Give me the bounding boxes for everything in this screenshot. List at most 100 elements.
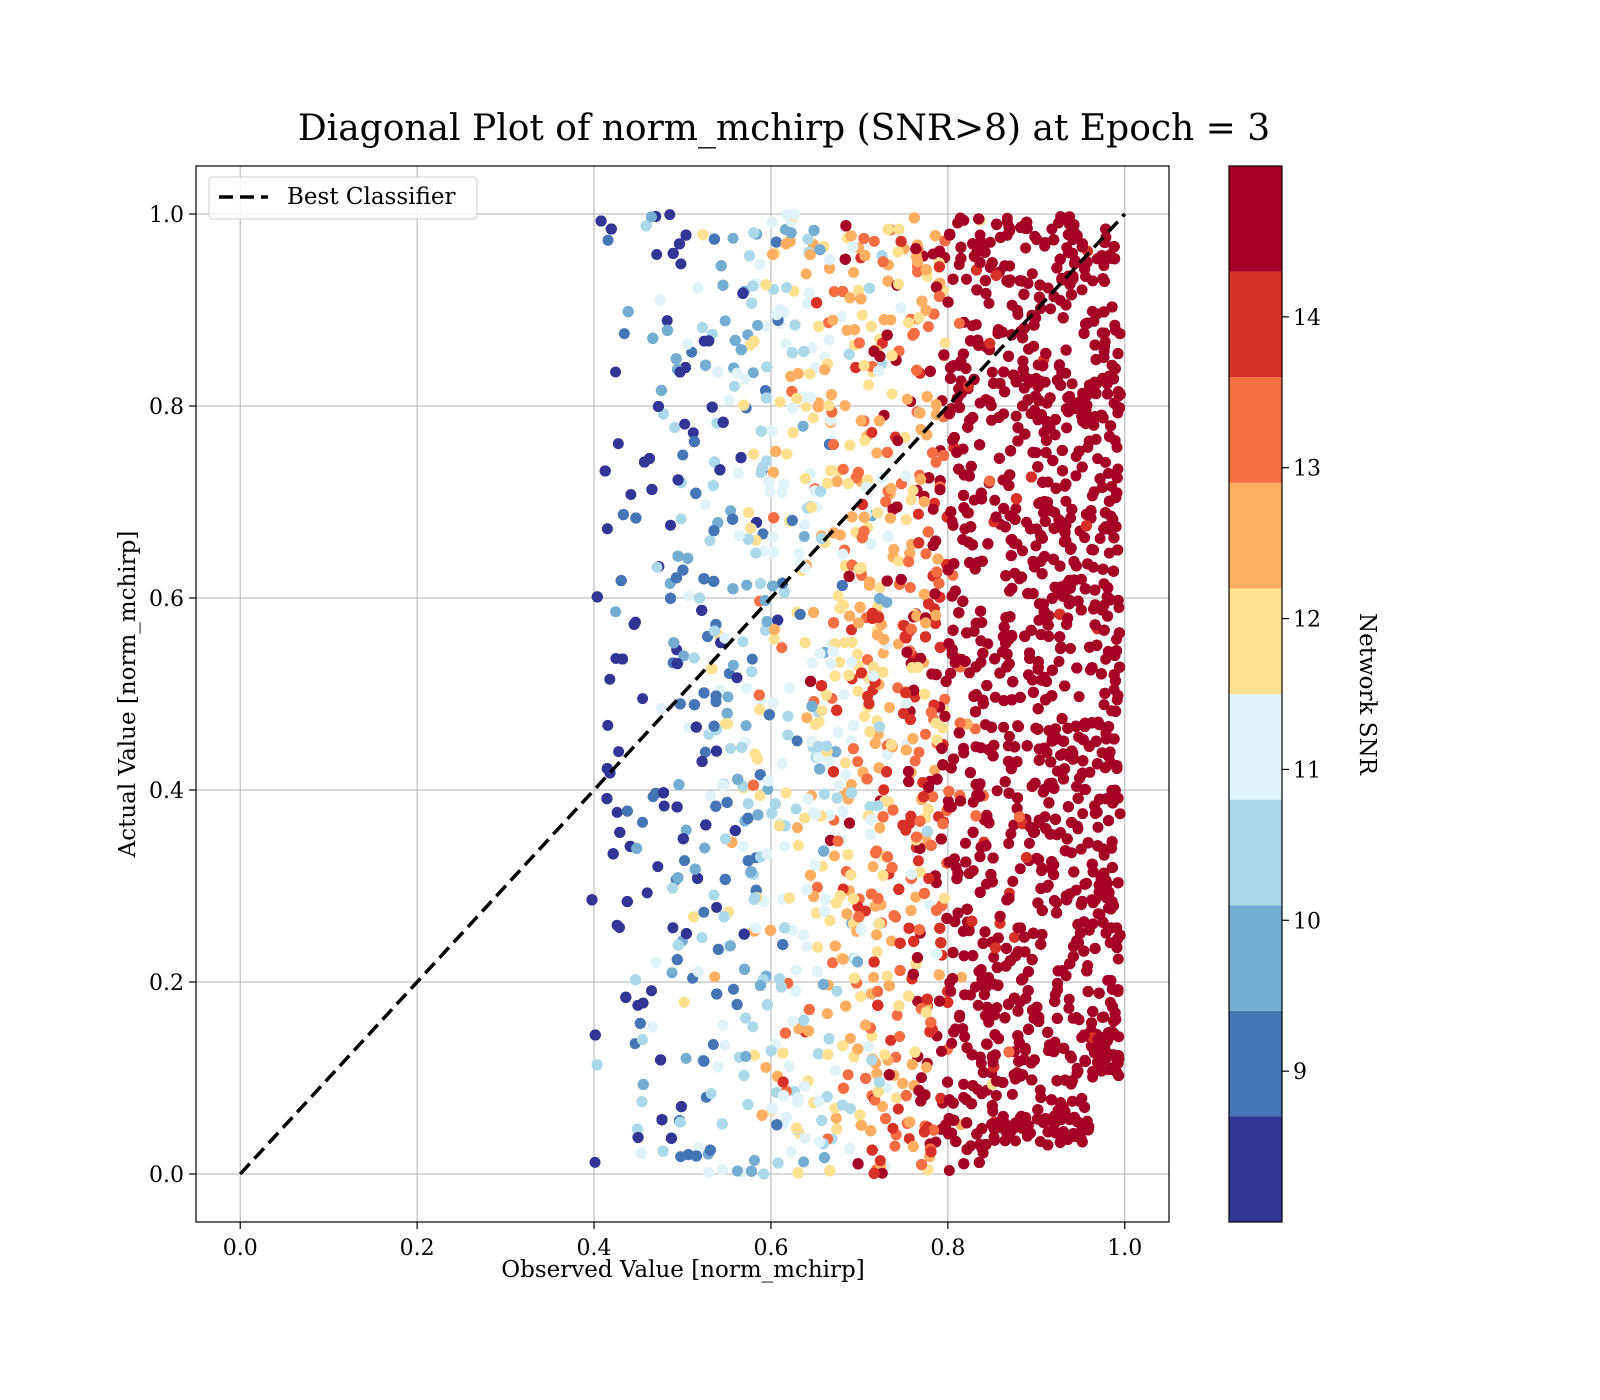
scatter-point (780, 338, 792, 350)
scatter-point (771, 1119, 783, 1131)
scatter-point (764, 486, 776, 498)
scatter-point (746, 1165, 757, 1177)
scatter-point (837, 806, 849, 818)
scatter-point (798, 1156, 810, 1168)
scatter-point (958, 742, 969, 754)
scatter-point (1114, 808, 1126, 820)
scatter-point (661, 315, 673, 327)
scatter-point (611, 806, 623, 818)
scatter-point (831, 476, 843, 487)
scatter-point (912, 855, 924, 867)
scatter-point (1070, 470, 1082, 482)
scatter-point (798, 346, 810, 357)
scatter-point (844, 292, 856, 304)
scatter-point (930, 399, 942, 411)
scatter-point (827, 314, 839, 326)
scatter-point (1077, 808, 1089, 820)
scatter-point (640, 220, 652, 232)
scatter-point (753, 689, 765, 701)
scatter-point (741, 682, 753, 694)
scatter-point (743, 250, 755, 262)
scatter-point (727, 659, 739, 671)
scatter-point (856, 309, 868, 321)
scatter-point (882, 223, 894, 235)
scatter-point (837, 463, 849, 475)
scatter-point (667, 247, 679, 259)
scatter-point (722, 718, 733, 729)
scatter-point (878, 634, 890, 645)
scatter-point (868, 956, 880, 968)
scatter-point (758, 1168, 770, 1180)
scatter-point (646, 484, 658, 495)
scatter-point (674, 366, 686, 378)
scatter-point (732, 773, 744, 785)
scatter-point (831, 1123, 843, 1135)
scatter-point (637, 693, 649, 705)
scatter-point (913, 537, 925, 549)
scatter-point (801, 884, 813, 896)
scatter-point (689, 863, 701, 875)
scatter-point (859, 435, 871, 447)
scatter-point (903, 990, 915, 1002)
scatter-point (874, 1155, 886, 1167)
scatter-point (709, 971, 721, 983)
scatter-point (885, 1034, 897, 1046)
scatter-point (832, 590, 844, 602)
scatter-point (845, 230, 857, 242)
scatter-point (1112, 953, 1124, 965)
scatter-point (854, 1109, 866, 1121)
scatter-point (881, 329, 893, 341)
scatter-point (892, 1103, 904, 1115)
scatter-point (652, 401, 664, 412)
scatter-point (749, 892, 761, 904)
scatter-point (792, 1167, 804, 1179)
scatter-point (884, 512, 896, 524)
scatter-point (1053, 656, 1065, 667)
scatter-point (731, 367, 743, 379)
scatter-point (672, 939, 684, 951)
scatter-point (882, 851, 893, 863)
scatter-point (770, 445, 782, 457)
scatter-point (716, 1118, 728, 1130)
scatter-point (984, 236, 996, 248)
scatter-point (766, 425, 778, 437)
scatter-point (932, 553, 944, 565)
scatter-point (852, 648, 863, 660)
scatter-point (772, 614, 784, 626)
scatter-point (617, 653, 628, 665)
scatter-point (848, 972, 860, 984)
scatter-point (893, 278, 904, 290)
scatter-point (773, 820, 785, 832)
scatter-point (991, 785, 1003, 797)
scatter-point (767, 1103, 778, 1115)
scatter-point (893, 1000, 905, 1012)
scatter-point (687, 427, 699, 439)
scatter-point (1014, 863, 1026, 875)
scatter-point (848, 324, 860, 336)
scatter-point (907, 968, 919, 980)
scatter-point (783, 1061, 795, 1072)
scatter-point (867, 861, 879, 873)
scatter-point (897, 819, 909, 831)
scatter-point (886, 350, 898, 362)
scatter-point (988, 951, 1000, 963)
scatter-point (830, 1112, 842, 1124)
scatter-point (599, 465, 611, 477)
scatter-point (868, 345, 880, 357)
scatter-point (792, 1092, 804, 1104)
scatter-point (761, 616, 773, 627)
scatter-point (853, 617, 864, 629)
scatter-point (862, 654, 873, 666)
scatter-point (814, 648, 826, 659)
scatter-point (670, 572, 682, 584)
scatter-point (872, 986, 884, 997)
scatter-point (864, 576, 876, 588)
scatter-point (742, 798, 754, 810)
scatter-point (920, 1061, 932, 1073)
scatter-point (916, 1159, 928, 1171)
scatter-point (1073, 691, 1085, 703)
scatter-point (928, 1124, 940, 1136)
scatter-point (737, 287, 749, 299)
scatter-point (621, 896, 633, 908)
scatter-point (929, 588, 941, 600)
